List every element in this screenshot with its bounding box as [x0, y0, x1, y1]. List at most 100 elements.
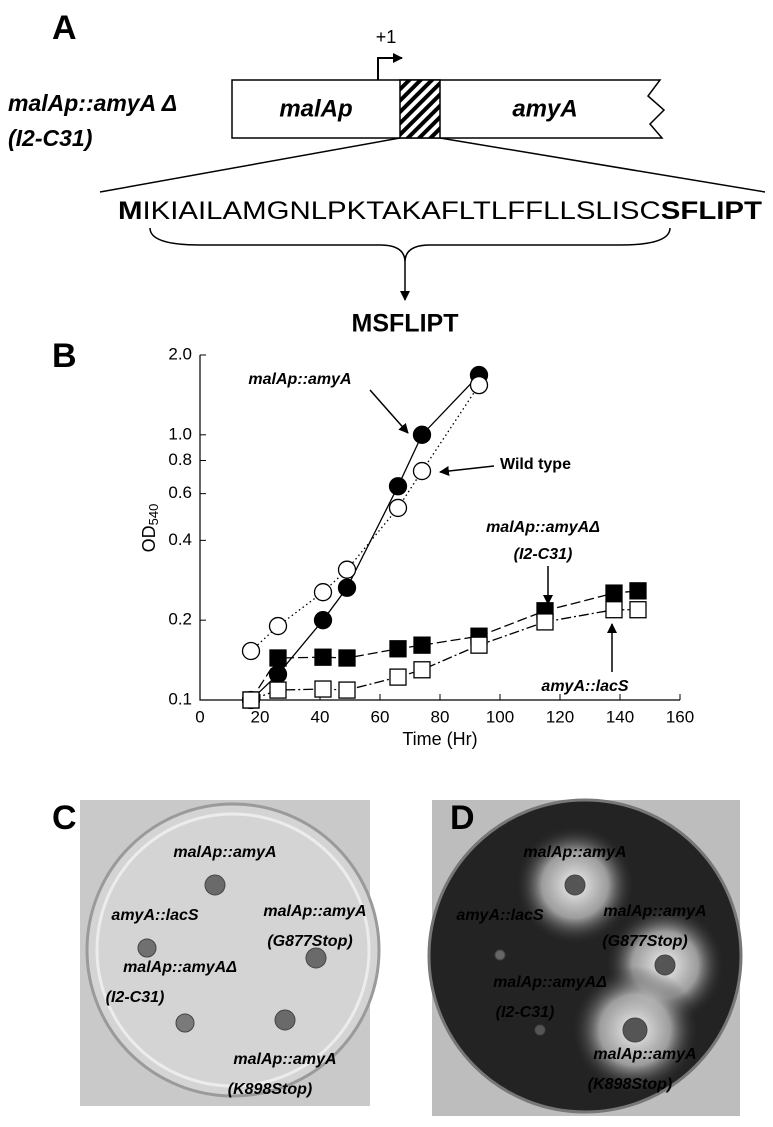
y-tick-label: 1.0: [168, 424, 192, 443]
series-label: malAp::amyAΔ: [486, 519, 600, 536]
x-tick-label: 120: [546, 707, 574, 726]
panel-label: A: [52, 9, 77, 47]
y-axis-label-sub: 540: [146, 504, 161, 526]
zoom-line: [439, 137, 766, 193]
marker: [470, 636, 488, 654]
marker: [338, 649, 356, 667]
annotation-arrow: [439, 465, 495, 476]
marker: [338, 681, 356, 699]
x-tick-label: 100: [486, 707, 514, 726]
marker: [268, 665, 288, 684]
series-label: malAp::amyA: [248, 371, 351, 388]
marker: [337, 578, 357, 597]
colony: [137, 938, 157, 958]
colony-label: malAp::amyA: [603, 903, 706, 920]
colony: [534, 1024, 546, 1036]
y-tick-label: 0.8: [168, 450, 192, 469]
marker: [629, 582, 647, 600]
colony-label: amyA::lacS: [456, 907, 543, 924]
panel-label: D: [450, 799, 475, 837]
colony-sublabel: (K898Stop): [228, 1081, 312, 1098]
plate: [85, 802, 381, 1098]
marker: [413, 661, 431, 679]
marker: [605, 584, 623, 602]
series-line: [250, 609, 638, 701]
marker: [605, 601, 623, 619]
marker: [337, 560, 357, 579]
hatched-region: [399, 79, 441, 139]
marker: [388, 477, 408, 496]
x-tick-label: 60: [371, 707, 390, 726]
colony-sublabel: (G877Stop): [602, 933, 687, 950]
panel-label: C: [52, 799, 77, 837]
y-axis-label: OD540: [139, 504, 162, 553]
colony-label: malAp::amyA: [263, 903, 366, 920]
colony: [175, 1013, 195, 1033]
y-tick-label: 0.4: [168, 530, 192, 549]
marker: [313, 611, 333, 630]
x-axis-label: Time (Hr): [402, 729, 477, 749]
construct-name: malAp::amyA Δ: [8, 90, 177, 116]
marker: [241, 641, 261, 661]
plate-rim: [95, 812, 371, 1088]
colony-label: malAp::amyAΔ: [123, 959, 237, 976]
sequence-end: SFLIPT: [661, 197, 762, 225]
colony: [274, 1009, 296, 1031]
marker: [313, 583, 333, 602]
marker: [412, 425, 432, 444]
panel-label: B: [52, 337, 77, 375]
panel-a: A +1 malAp amyA malAp::amyA Δ (I2-C31) M…: [8, 9, 766, 338]
x-tick-label: 80: [431, 707, 450, 726]
marker: [269, 681, 287, 699]
colony: [204, 874, 226, 896]
marker: [314, 680, 332, 698]
x-tick-label: 20: [251, 707, 270, 726]
series-label-line2: (I2-C31): [514, 546, 573, 563]
marker: [413, 636, 431, 654]
colony: [564, 874, 586, 896]
sequence: M IKIAILAMGNLPKTAKAFLTLFFLLSLISC SFLIPT: [118, 197, 762, 225]
y-tick-label: 2.0: [168, 344, 192, 363]
promoter-label: malAp: [279, 95, 352, 122]
colony-label: malAp::amyA: [593, 1046, 696, 1063]
y-tick-label: 0.2: [168, 610, 192, 629]
series-line: [250, 590, 639, 701]
y-tick-label: 0.6: [168, 483, 192, 502]
x-tick-label: 140: [606, 707, 634, 726]
colony: [494, 949, 506, 961]
x-tick-label: 40: [311, 707, 330, 726]
marker: [389, 640, 407, 658]
x-tick-label: 0: [195, 707, 204, 726]
marker: [469, 375, 489, 395]
colony-sublabel: (I2-C31): [106, 989, 165, 1006]
panel-b: B Time (Hr) OD540 0.1 0.2 0.4 0.6 0.8 1.0 2.0 0…: [52, 337, 694, 749]
colony: [305, 947, 327, 969]
marker: [268, 616, 288, 636]
marker: [314, 648, 332, 666]
annotation-arrow: [369, 389, 409, 434]
marker: [536, 613, 554, 631]
marker: [269, 649, 287, 667]
zoom-line: [99, 137, 401, 193]
marker: [389, 668, 407, 686]
tss-label: +1: [376, 27, 397, 47]
colony-sublabel: (K898Stop): [588, 1076, 672, 1093]
y-axis-label-main: OD: [139, 525, 159, 552]
x-tick-label: 160: [666, 707, 694, 726]
marker: [412, 461, 432, 481]
colony-label: malAp::amyA: [523, 844, 626, 861]
construct-box: [231, 79, 666, 139]
colony-label: malAp::amyA: [233, 1051, 336, 1068]
colony-label: malAp::amyAΔ: [493, 974, 607, 991]
y-tick-label: 0.1: [168, 689, 192, 708]
product: MSFLIPT: [352, 310, 459, 338]
colony-sublabel: (I2-C31): [496, 1004, 555, 1021]
marker: [242, 691, 260, 709]
colony: [622, 1017, 648, 1043]
colony-label: malAp::amyA: [173, 844, 276, 861]
series-label: amyA::lacS: [541, 678, 628, 695]
construct-variant: (I2-C31): [8, 125, 92, 151]
